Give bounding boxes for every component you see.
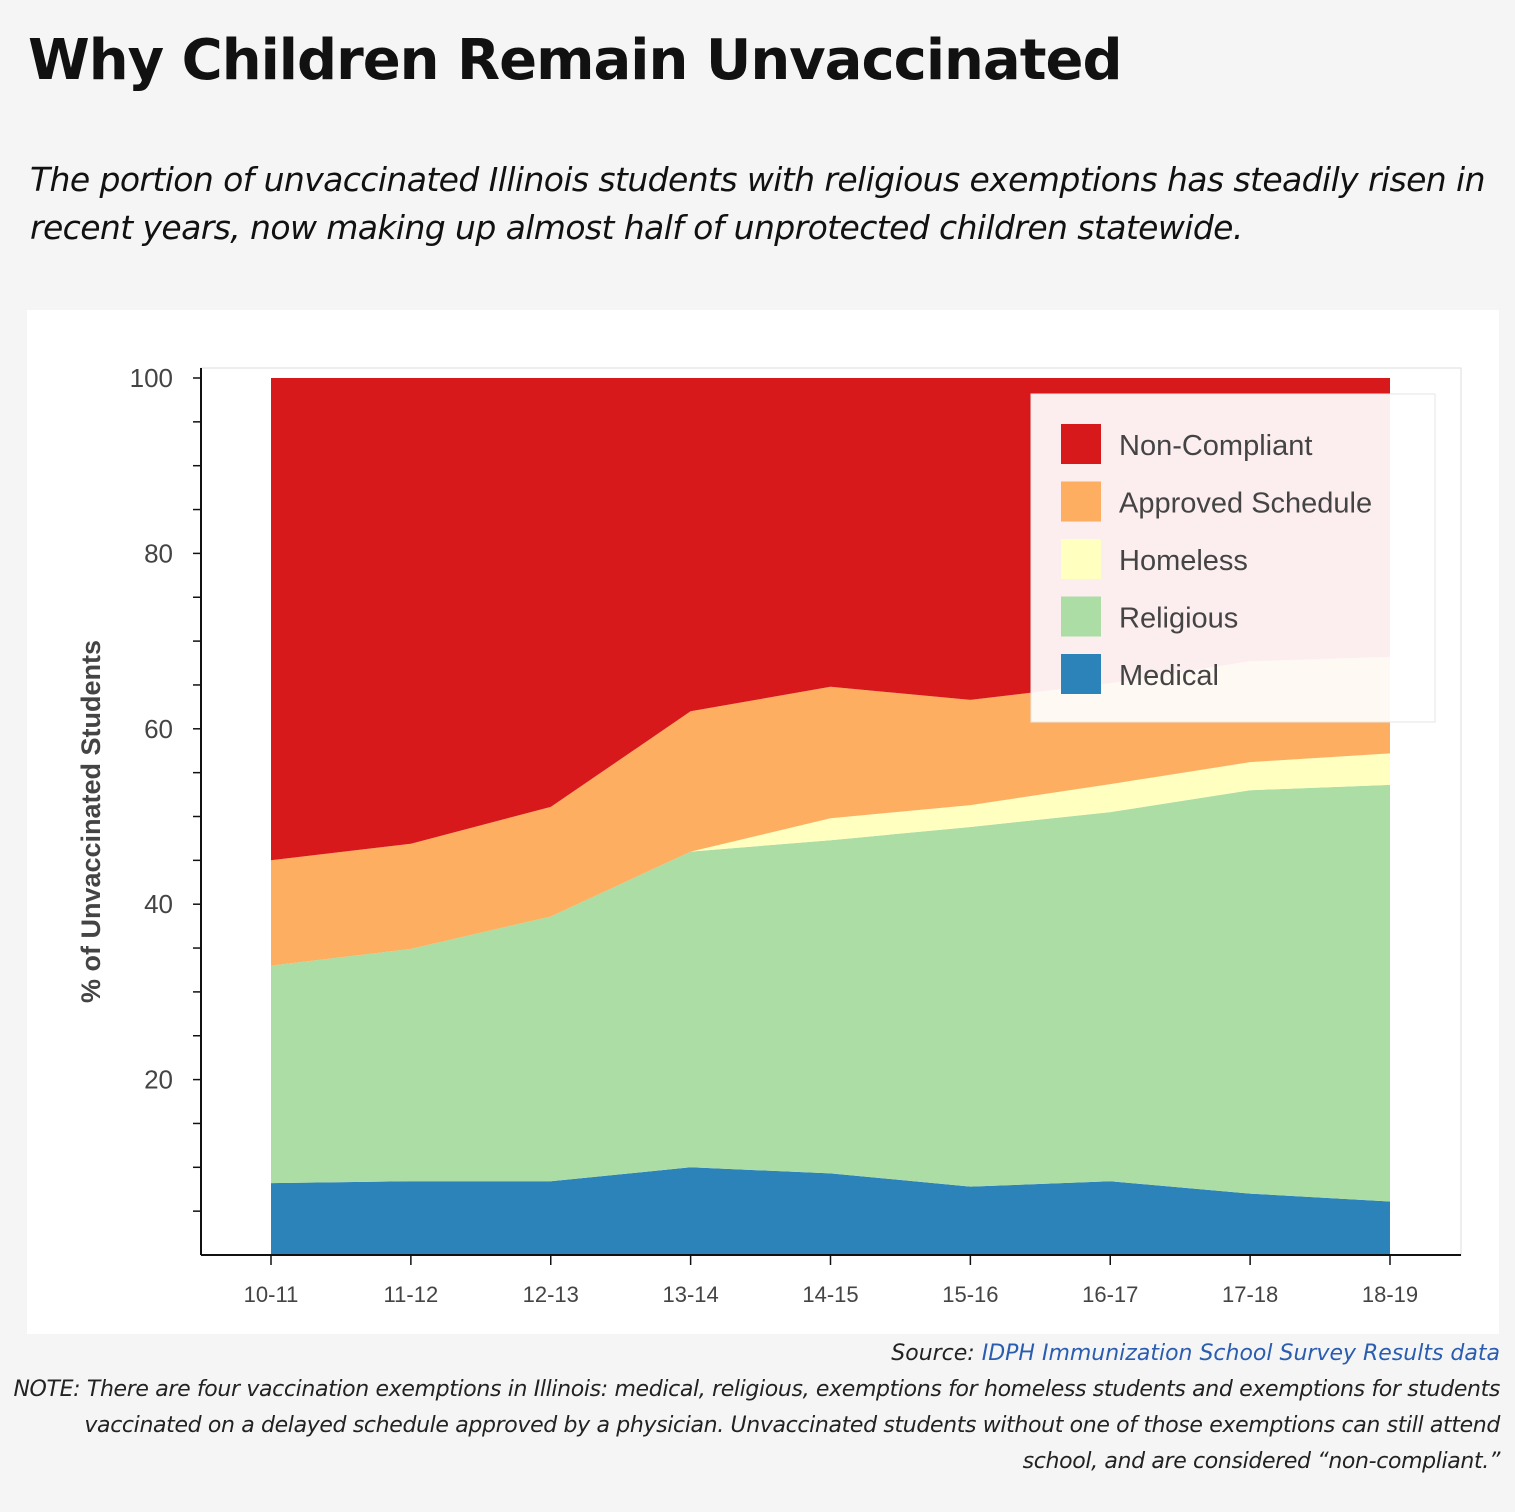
area-religious bbox=[271, 784, 1390, 1202]
legend-swatch bbox=[1061, 596, 1101, 637]
y-tick-label: 80 bbox=[144, 538, 173, 568]
source-prefix: Source: bbox=[891, 1341, 982, 1366]
stacked-area-chart: 20 40 60 80 100 10-11 11-12 12-13 13-14 14-15 15-1… bbox=[76, 363, 1462, 1307]
legend-label: Homeless bbox=[1119, 545, 1248, 577]
area-approved-schedule bbox=[271, 656, 1390, 966]
chart-subtitle: The portion of unvaccinated Illinois stu… bbox=[30, 160, 1485, 247]
y-tick-label: 100 bbox=[130, 363, 173, 393]
y-tick-label: 20 bbox=[144, 1065, 173, 1095]
legend-swatch bbox=[1061, 424, 1101, 464]
footer: Source: IDPH Immunization School Survey … bbox=[10, 1336, 1500, 1480]
chart-title: Why Children Remain Unvaccinated bbox=[28, 28, 1123, 93]
area-medical bbox=[271, 1167, 1390, 1255]
legend: Non-Compliant Approved Schedule Homeless Re… bbox=[1030, 393, 1436, 723]
x-tick-label: 12-13 bbox=[523, 1282, 579, 1307]
x-tick-label: 11-12 bbox=[384, 1282, 439, 1307]
legend-label: Religious bbox=[1119, 603, 1238, 635]
legend-swatch bbox=[1061, 654, 1101, 694]
legend-label: Medical bbox=[1119, 660, 1219, 692]
axes: 20 40 60 80 100 10-11 11-12 12-13 13-14 14-15 15-1… bbox=[76, 363, 1462, 1307]
x-tick-label: 15-16 bbox=[942, 1282, 998, 1307]
chart-panel: 20 40 60 80 100 10-11 11-12 12-13 13-14 14-15 15-1… bbox=[27, 310, 1499, 1334]
source-link[interactable]: IDPH Immunization School Survey Results … bbox=[981, 1341, 1500, 1366]
area-homeless bbox=[271, 753, 1390, 966]
x-tick-label: 16-17 bbox=[1082, 1282, 1138, 1307]
legend-label: Non-Compliant bbox=[1119, 430, 1312, 462]
legend-label: Approved Schedule bbox=[1119, 488, 1372, 520]
y-axis-title: % of Unvaccinated Students bbox=[76, 640, 106, 1003]
x-tick-label: 10-11 bbox=[244, 1282, 299, 1307]
x-tick-label: 18-19 bbox=[1362, 1282, 1418, 1307]
y-tick-label: 60 bbox=[144, 714, 173, 744]
x-tick-label: 13-14 bbox=[662, 1282, 718, 1307]
x-tick-label: 14-15 bbox=[802, 1282, 858, 1307]
legend-swatch bbox=[1061, 481, 1101, 522]
y-tick-label: 40 bbox=[144, 889, 173, 919]
footnote: NOTE: There are four vaccination exempti… bbox=[13, 1377, 1500, 1474]
x-tick-label: 17-18 bbox=[1222, 1282, 1278, 1307]
source-line: Source: IDPH Immunization School Survey … bbox=[10, 1336, 1500, 1372]
legend-swatch bbox=[1061, 539, 1101, 579]
